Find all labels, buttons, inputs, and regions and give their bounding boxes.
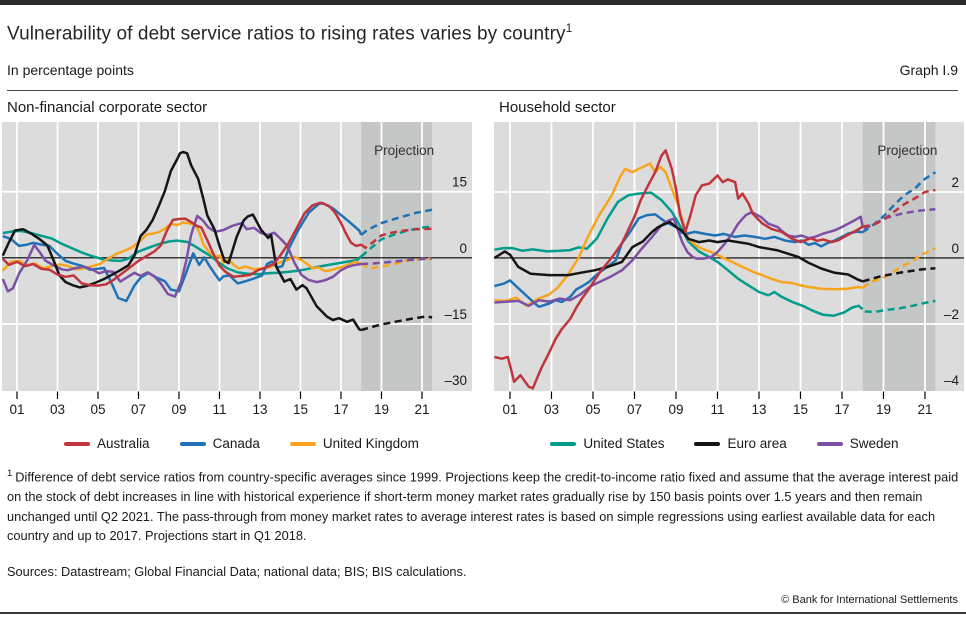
x-tick-label: 09 xyxy=(668,402,683,417)
legend-item-euro-area: Euro area xyxy=(694,436,787,452)
subtitle-row: In percentage points Graph I.9 xyxy=(7,62,958,78)
x-tick-label: 07 xyxy=(627,402,642,417)
x-tick-label: 15 xyxy=(293,402,308,417)
x-tick-label: 01 xyxy=(9,402,24,417)
x-tick-label: 15 xyxy=(793,402,808,417)
legend-item-united-kingdom: United Kingdom xyxy=(289,436,419,452)
page-title-text: Vulnerability of debt service ratios to … xyxy=(7,23,566,45)
series-projection-sweden xyxy=(863,208,936,230)
legend-label: United Kingdom xyxy=(322,436,419,452)
legend-item-sweden: Sweden xyxy=(816,436,899,452)
series-solid-canada xyxy=(2,202,363,303)
series-solid-euro_area xyxy=(1,151,362,332)
y-tick-label: 0 xyxy=(459,241,467,256)
legend-label: Canada xyxy=(212,436,260,452)
x-tick-label: 19 xyxy=(374,402,389,417)
legend-item-united-states: United States xyxy=(550,436,664,451)
series-projection-united_states xyxy=(360,225,433,258)
y-tick-label: 0 xyxy=(951,241,959,256)
x-tick-label: 19 xyxy=(876,402,891,417)
graph-number: Graph I.9 xyxy=(899,62,958,79)
series-solid-sweden xyxy=(1,214,362,299)
series-projection-sweden xyxy=(361,257,433,266)
legend-label: Euro area xyxy=(727,436,787,452)
x-tick-label: 05 xyxy=(585,402,600,417)
panel-title-right: Household sector xyxy=(499,99,616,117)
footnote-text: Difference of debt service ratios from c… xyxy=(7,469,959,544)
legend-item-australia: Australia xyxy=(64,436,150,451)
series-projection-canada xyxy=(360,208,433,237)
series-projection-euro_area xyxy=(862,267,936,283)
x-tick-label: 07 xyxy=(131,402,146,417)
sources-line: Sources: Datastream; Global Financial Da… xyxy=(7,563,467,579)
copyright-line: © Bank for International Settlements xyxy=(781,593,958,606)
legend-label: United States xyxy=(583,436,665,452)
x-tick-label: 11 xyxy=(212,402,226,417)
legend-item-canada: Canada xyxy=(179,436,260,452)
x-tick-label: 05 xyxy=(90,402,105,417)
line-chart-nonfinancial-corporate: Projection 15 0 –15 –30 01 03 05 07 09 11 13 15 17 19 2… xyxy=(1,122,472,417)
header-rule xyxy=(7,90,958,92)
x-tick-label: 03 xyxy=(544,402,559,417)
line-chart-household: Projection 2 0 –2 –4 01 03 05 07 09 11 13 15 17 19 21 xyxy=(493,122,964,417)
series-solid-united_states xyxy=(494,191,864,318)
series-solid-australia xyxy=(494,149,864,390)
panel-household: Household sector Projection 2 0 –2 –4 01 03 05 0… xyxy=(492,99,966,422)
y-tick-label: –2 xyxy=(944,307,959,322)
legend-group-right: United States Euro area Sweden xyxy=(483,436,966,451)
x-tick-label: 21 xyxy=(414,402,429,417)
legend-swatch-canada xyxy=(179,442,206,446)
legend-swatch-euro_area xyxy=(694,442,721,446)
y-tick-label: 2 xyxy=(951,175,959,190)
x-tick-label: 17 xyxy=(834,402,849,417)
x-tick-label: 03 xyxy=(50,402,65,417)
page-title-footnote-marker: 1 xyxy=(565,21,573,35)
x-tick-label: 21 xyxy=(917,402,932,417)
header: Vulnerability of debt service ratios to … xyxy=(0,5,966,92)
projection-label: Projection xyxy=(374,143,434,158)
series-solid-euro_area xyxy=(493,221,864,283)
x-tick-label: 13 xyxy=(751,402,766,417)
series-projection-australia xyxy=(360,227,433,250)
charts-row: Non-financial corporate sector Projectio… xyxy=(0,99,966,422)
x-tick-label: 01 xyxy=(502,402,517,417)
x-tick-label: 11 xyxy=(710,402,724,417)
y-tick-label: 15 xyxy=(452,175,467,190)
x-tick-label: 17 xyxy=(333,402,348,417)
legend-group-left: Australia Canada United Kingdom xyxy=(0,436,483,451)
legend-label: Australia xyxy=(97,436,150,452)
top-bar xyxy=(0,0,966,5)
page-title: Vulnerability of debt service ratios to … xyxy=(7,21,958,45)
legend-swatch-sweden xyxy=(816,442,843,446)
series-solid-australia xyxy=(1,201,362,288)
series-projection-australia xyxy=(862,189,936,229)
legend-swatch-australia xyxy=(64,442,91,446)
footnote-marker: 1 xyxy=(7,468,13,480)
y-tick-label: –15 xyxy=(444,307,467,322)
panel-nonfinancial-corporate: Non-financial corporate sector Projectio… xyxy=(0,99,474,422)
units-label: In percentage points xyxy=(7,62,134,79)
projection-label: Projection xyxy=(877,143,937,158)
projection-band xyxy=(862,122,936,392)
footnote: 1 Difference of debt service ratios from … xyxy=(0,464,966,545)
projection-band xyxy=(361,122,433,392)
x-tick-label: 09 xyxy=(171,402,186,417)
series-projection-united_states xyxy=(864,300,936,314)
bottom-rule xyxy=(0,611,966,614)
legend-swatch-united_states xyxy=(550,442,577,446)
x-tick-label: 13 xyxy=(252,402,267,417)
series-solid-united_states xyxy=(2,229,363,276)
series-projection-euro_area xyxy=(360,315,433,332)
legend-label: Sweden xyxy=(849,436,899,452)
series-projection-united_kingdom xyxy=(861,247,936,290)
legend-swatch-united_kingdom xyxy=(289,442,316,446)
chart-legend: Australia Canada United Kingdom United Sta… xyxy=(0,436,966,451)
panel-title-left: Non-financial corporate sector xyxy=(7,99,208,117)
y-tick-label: –30 xyxy=(444,373,467,388)
y-tick-label: –4 xyxy=(944,373,960,388)
